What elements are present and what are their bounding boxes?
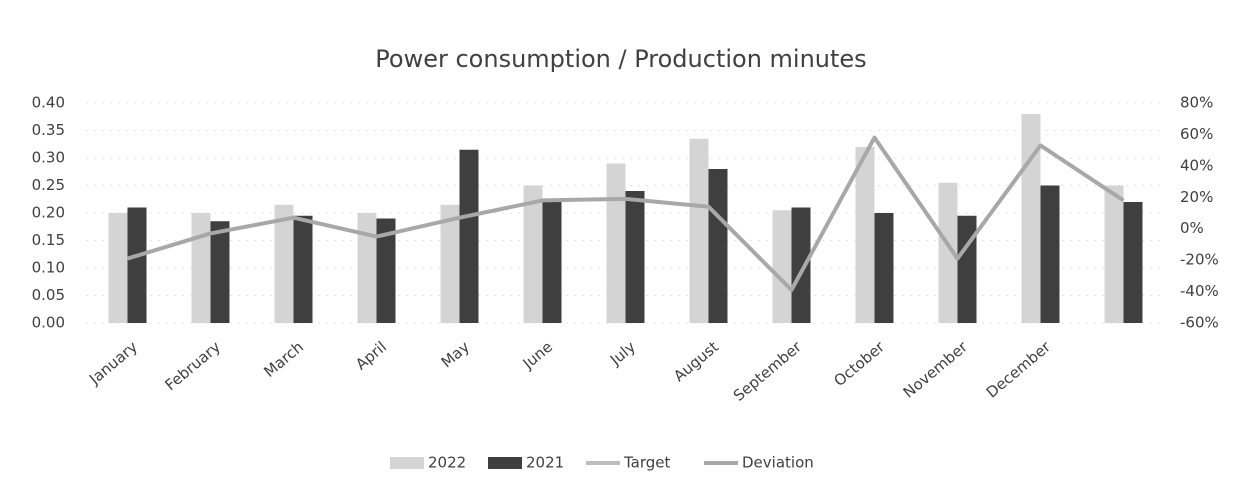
y-tick-label: 0.20: [32, 204, 65, 222]
bar: [791, 207, 811, 323]
bar: [357, 213, 377, 323]
bar: [376, 218, 396, 323]
bar: [772, 210, 792, 323]
y2-tick-label: -40%: [1180, 282, 1219, 300]
bar: [1123, 202, 1143, 323]
bar: [459, 149, 479, 323]
bar: [957, 215, 977, 323]
y2-tick-label: -20%: [1180, 251, 1219, 269]
x-tick-label: October: [830, 337, 888, 390]
bar: [708, 169, 728, 323]
x-tick-label: January: [85, 338, 141, 389]
bar: [210, 221, 230, 323]
bar: [127, 207, 147, 323]
bar: [855, 147, 875, 323]
x-tick-label: March: [260, 338, 307, 381]
chart-title: Power consumption / Production minutes: [375, 45, 866, 73]
bar: [606, 163, 626, 323]
legend-swatch: [390, 457, 424, 469]
bar: [1104, 185, 1124, 323]
x-tick-label: April: [352, 338, 390, 374]
bar: [108, 213, 128, 323]
bar: [1021, 114, 1041, 323]
y-tick-label: 0.00: [32, 314, 65, 332]
x-tick-label: May: [438, 338, 473, 372]
x-tick-label: September: [730, 337, 806, 405]
bar: [689, 138, 709, 323]
line-series: [126, 135, 1125, 292]
bar: [191, 213, 211, 323]
y2-tick-label: 0%: [1180, 219, 1204, 237]
bar: [274, 204, 294, 323]
y2-tick-label: 60%: [1180, 125, 1213, 143]
bar: [1040, 185, 1060, 323]
bar: [542, 202, 562, 323]
y-tick-label: 0.30: [32, 149, 65, 167]
y2-tick-label: -60%: [1180, 314, 1219, 332]
y-tick-label: 0.35: [32, 121, 65, 139]
bar: [874, 213, 894, 323]
y2-tick-label: 20%: [1180, 188, 1213, 206]
x-tick-label: July: [606, 338, 639, 370]
legend-label: 2022: [428, 454, 466, 472]
x-tick-label: August: [670, 338, 722, 386]
bar: [523, 185, 543, 323]
legend-label: Target: [623, 454, 671, 472]
x-tick-label: December: [983, 337, 1055, 401]
y-tick-label: 0.05: [32, 286, 65, 304]
bar: [625, 191, 645, 323]
legend-label: Deviation: [742, 454, 814, 472]
y-tick-label: 0.40: [32, 94, 65, 112]
y-tick-label: 0.15: [32, 231, 65, 249]
legend-swatch: [488, 457, 522, 469]
x-tick-label: November: [900, 337, 972, 401]
y-tick-label: 0.25: [32, 176, 65, 194]
x-tick-label: June: [519, 338, 556, 373]
y-tick-label: 0.10: [32, 259, 65, 277]
bar: [293, 215, 313, 323]
bar: [938, 182, 958, 323]
y2-tick-label: 40%: [1180, 156, 1213, 174]
bar: [440, 204, 460, 323]
y2-tick-label: 80%: [1180, 94, 1213, 112]
x-tick-label: February: [161, 338, 224, 395]
legend-label: 2021: [526, 454, 564, 472]
